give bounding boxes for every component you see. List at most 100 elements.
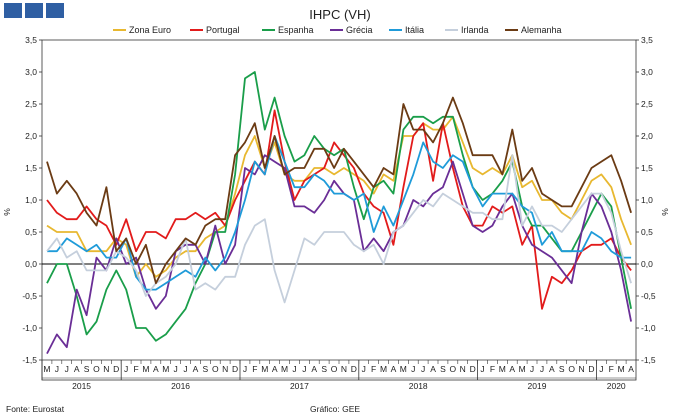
x-tick-label: A bbox=[153, 364, 159, 374]
x-tick-label: J bbox=[302, 364, 306, 374]
x-tick-label: M bbox=[43, 364, 50, 374]
legend-label: Zona Euro bbox=[129, 25, 171, 35]
y-tick-label-left: 0,5 bbox=[25, 227, 37, 237]
x-tick-label: D bbox=[588, 364, 594, 374]
x-tick-label: A bbox=[509, 364, 515, 374]
year-label: 2020 bbox=[607, 381, 626, 391]
y-tick-label-left: 2,0 bbox=[25, 131, 37, 141]
x-tick-label: A bbox=[272, 364, 278, 374]
x-tick-label: J bbox=[65, 364, 69, 374]
x-tick-label: D bbox=[351, 364, 357, 374]
x-tick-label: A bbox=[628, 364, 634, 374]
y-tick-label-left: 2,5 bbox=[25, 99, 37, 109]
y-tick-label-left: 1,0 bbox=[25, 195, 37, 205]
x-tick-label: M bbox=[499, 364, 506, 374]
x-tick-label: J bbox=[362, 364, 366, 374]
x-tick-label: J bbox=[183, 364, 187, 374]
x-tick-label: S bbox=[440, 364, 446, 374]
x-tick-label: D bbox=[232, 364, 238, 374]
year-label: 2019 bbox=[528, 381, 547, 391]
y-tick-label-right: 1,5 bbox=[641, 163, 653, 173]
y-tick-label-right: 0,5 bbox=[641, 227, 653, 237]
plot-border bbox=[41, 39, 637, 381]
year-label: 2015 bbox=[72, 381, 91, 391]
series-line-zona-euro bbox=[46, 115, 632, 278]
x-tick-label: A bbox=[311, 364, 317, 374]
x-tick-label: D bbox=[113, 364, 119, 374]
x-tick-label: F bbox=[133, 364, 138, 374]
year-label: 2016 bbox=[171, 381, 190, 391]
x-tick-label: M bbox=[142, 364, 149, 374]
y-tick-label-right: 0,0 bbox=[641, 259, 653, 269]
x-tick-label: J bbox=[540, 364, 544, 374]
year-label: 2018 bbox=[409, 381, 428, 391]
y-tick-label-right: -1,0 bbox=[641, 323, 656, 333]
x-tick-label: A bbox=[549, 364, 555, 374]
x-tick-label: M bbox=[261, 364, 268, 374]
x-tick-label: O bbox=[212, 364, 219, 374]
x-tick-label: M bbox=[162, 364, 169, 374]
series-lines bbox=[46, 71, 632, 355]
legend-label: Espanha bbox=[278, 25, 314, 35]
x-tick-label: N bbox=[341, 364, 347, 374]
x-tick-label: J bbox=[599, 364, 603, 374]
y-tick-label-left: -0,5 bbox=[22, 291, 37, 301]
chart-legend: Zona Euro Portugal Espanha Grécia Itália Irla… bbox=[113, 25, 562, 35]
y-tick-label-right: 2,0 bbox=[641, 131, 653, 141]
year-label: 2017 bbox=[290, 381, 309, 391]
x-tick-label: O bbox=[568, 364, 575, 374]
legend-label: Portugal bbox=[206, 25, 240, 35]
logo-block bbox=[4, 3, 22, 18]
y-tick-label-right: 1,0 bbox=[641, 195, 653, 205]
gee-logo bbox=[4, 3, 64, 18]
chart-title: IHPC (VH) bbox=[309, 7, 370, 22]
legend-label: Grécia bbox=[346, 25, 373, 35]
x-tick-label: J bbox=[124, 364, 128, 374]
y-tick-label-left: 0,0 bbox=[25, 259, 37, 269]
y-axis-right-label: % bbox=[660, 208, 670, 216]
x-tick-label: A bbox=[391, 364, 397, 374]
y-tick-label-right: -0,5 bbox=[641, 291, 656, 301]
y-tick-label-left: 3,5 bbox=[25, 35, 37, 45]
x-tick-label: F bbox=[371, 364, 376, 374]
x-tick-label: S bbox=[559, 364, 565, 374]
x-tick-label: O bbox=[93, 364, 100, 374]
x-tick-label: J bbox=[55, 364, 59, 374]
x-tick-label: M bbox=[380, 364, 387, 374]
x-tick-label: O bbox=[450, 364, 457, 374]
y-tick-label-left: 1,5 bbox=[25, 163, 37, 173]
x-tick-label: J bbox=[480, 364, 484, 374]
x-tick-label: S bbox=[321, 364, 327, 374]
y-axis-right: -1,5 -1,0 -0,5 0,0 0,5 1,0 1,5 2,0 2,5 3,0 3,5 bbox=[636, 35, 656, 365]
x-tick-label: N bbox=[460, 364, 466, 374]
x-tick-label: A bbox=[430, 364, 436, 374]
x-tick-label: J bbox=[243, 364, 247, 374]
logo-block bbox=[25, 3, 43, 18]
y-tick-label-right: 3,0 bbox=[641, 67, 653, 77]
x-tick-label: J bbox=[421, 364, 425, 374]
y-tick-label-left: -1,5 bbox=[22, 355, 37, 365]
x-tick-label: M bbox=[400, 364, 407, 374]
x-tick-label: A bbox=[74, 364, 80, 374]
x-tick-label: M bbox=[281, 364, 288, 374]
legend-label: Alemanha bbox=[521, 25, 562, 35]
x-tick-label: F bbox=[490, 364, 495, 374]
y-tick-label-left: -1,0 bbox=[22, 323, 37, 333]
y-axis-left: -1,5 -1,0 -0,5 0,0 0,5 1,0 1,5 2,0 2,5 3,0 3,5 bbox=[22, 35, 42, 365]
y-tick-label-right: 3,5 bbox=[641, 35, 653, 45]
x-tick-label: S bbox=[203, 364, 209, 374]
logo-block bbox=[46, 3, 64, 18]
x-tick-label: N bbox=[578, 364, 584, 374]
x-tick-label: O bbox=[331, 364, 338, 374]
series-line-irlanda bbox=[46, 154, 632, 304]
source-note: Fonte: Eurostat bbox=[6, 404, 65, 414]
x-tick-label: N bbox=[222, 364, 228, 374]
x-tick-label: J bbox=[292, 364, 296, 374]
x-tick-label: J bbox=[411, 364, 415, 374]
x-tick-label: F bbox=[252, 364, 257, 374]
series-line-it-lia bbox=[47, 135, 632, 291]
legend-label: Irlanda bbox=[461, 25, 489, 35]
series-line-alemanha bbox=[46, 96, 632, 285]
